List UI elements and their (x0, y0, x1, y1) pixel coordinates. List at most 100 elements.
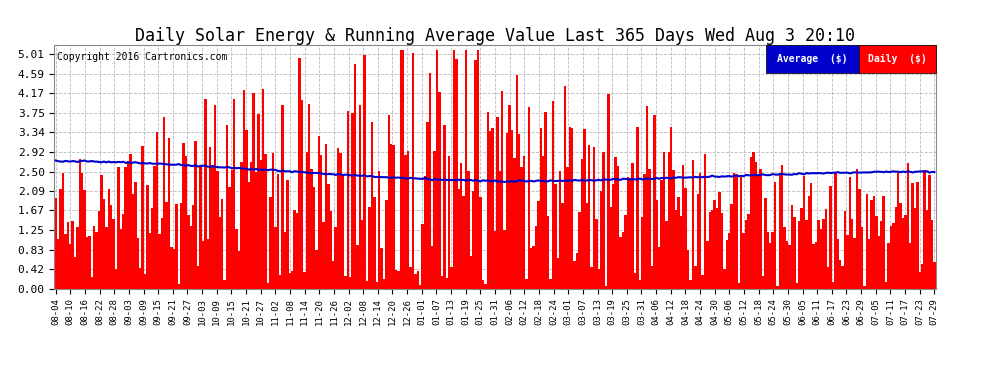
Bar (412, 53, 414, 289)
Text: Daily  ($): Daily ($) (868, 54, 927, 64)
Bar (409, 267, 412, 289)
Bar (241, 162, 243, 289)
Bar (422, 224, 424, 289)
Bar (306, 152, 308, 289)
Bar (88, 236, 91, 289)
Bar (554, 184, 556, 289)
FancyBboxPatch shape (766, 45, 859, 73)
Bar (516, 75, 518, 289)
Bar (271, 153, 274, 289)
Bar (243, 90, 246, 289)
Bar (108, 189, 110, 289)
Bar (815, 242, 818, 289)
Bar (182, 143, 185, 289)
Bar (74, 257, 76, 289)
Bar (91, 277, 93, 289)
Bar (54, 198, 56, 289)
Bar (632, 163, 634, 289)
Bar (414, 274, 417, 289)
Bar (390, 144, 392, 289)
Bar (670, 128, 672, 289)
Bar (924, 170, 926, 289)
Bar (226, 126, 229, 289)
Bar (786, 241, 788, 289)
Bar (286, 180, 289, 289)
Bar (83, 190, 86, 289)
Bar (264, 154, 267, 289)
Bar (714, 200, 716, 289)
Bar (142, 146, 144, 289)
Bar (441, 276, 444, 289)
Bar (549, 279, 551, 289)
Bar (439, 92, 441, 289)
Bar (368, 207, 370, 289)
Bar (289, 273, 291, 289)
Bar (877, 236, 880, 289)
Bar (345, 276, 346, 289)
Bar (796, 283, 798, 289)
Bar (81, 173, 83, 289)
Bar (716, 208, 719, 289)
Bar (233, 99, 236, 289)
Bar (250, 162, 252, 289)
Bar (543, 156, 545, 289)
Bar (122, 214, 125, 289)
Bar (417, 271, 419, 289)
Bar (219, 217, 221, 289)
Bar (655, 200, 658, 289)
Bar (726, 240, 728, 289)
Bar (603, 153, 605, 289)
Bar (494, 231, 496, 289)
Bar (662, 152, 665, 289)
Bar (308, 104, 310, 289)
Bar (863, 286, 865, 289)
Bar (342, 174, 345, 289)
Bar (303, 272, 306, 289)
Bar (175, 204, 177, 289)
Bar (436, 50, 439, 289)
Bar (926, 210, 929, 289)
Bar (120, 229, 122, 289)
Bar (566, 167, 568, 289)
Bar (563, 86, 566, 289)
Bar (736, 174, 738, 289)
Bar (629, 178, 632, 289)
Bar (660, 180, 662, 289)
Bar (808, 196, 810, 289)
Bar (482, 280, 484, 289)
Bar (880, 221, 882, 289)
Bar (675, 210, 677, 289)
Bar (491, 129, 494, 289)
Bar (76, 227, 78, 289)
Bar (301, 100, 303, 289)
Bar (699, 173, 701, 289)
Bar (692, 160, 694, 289)
Bar (151, 208, 153, 289)
Bar (56, 240, 59, 289)
Bar (180, 203, 182, 289)
FancyBboxPatch shape (859, 45, 936, 73)
Bar (704, 154, 706, 289)
Bar (170, 247, 172, 289)
Bar (385, 200, 387, 289)
Bar (551, 102, 554, 289)
Bar (113, 219, 115, 289)
Bar (694, 266, 697, 289)
Bar (340, 153, 342, 289)
Bar (95, 232, 98, 289)
Bar (252, 93, 254, 289)
Bar (909, 243, 912, 289)
Bar (870, 200, 873, 289)
Bar (383, 279, 385, 289)
Text: Average  ($): Average ($) (777, 54, 847, 64)
Bar (137, 238, 139, 289)
Bar (202, 241, 204, 289)
Bar (810, 183, 813, 289)
Bar (642, 217, 644, 289)
Bar (740, 177, 742, 289)
Bar (177, 284, 180, 289)
Bar (559, 171, 561, 289)
Bar (634, 273, 637, 289)
Bar (424, 176, 427, 289)
Bar (158, 234, 160, 289)
